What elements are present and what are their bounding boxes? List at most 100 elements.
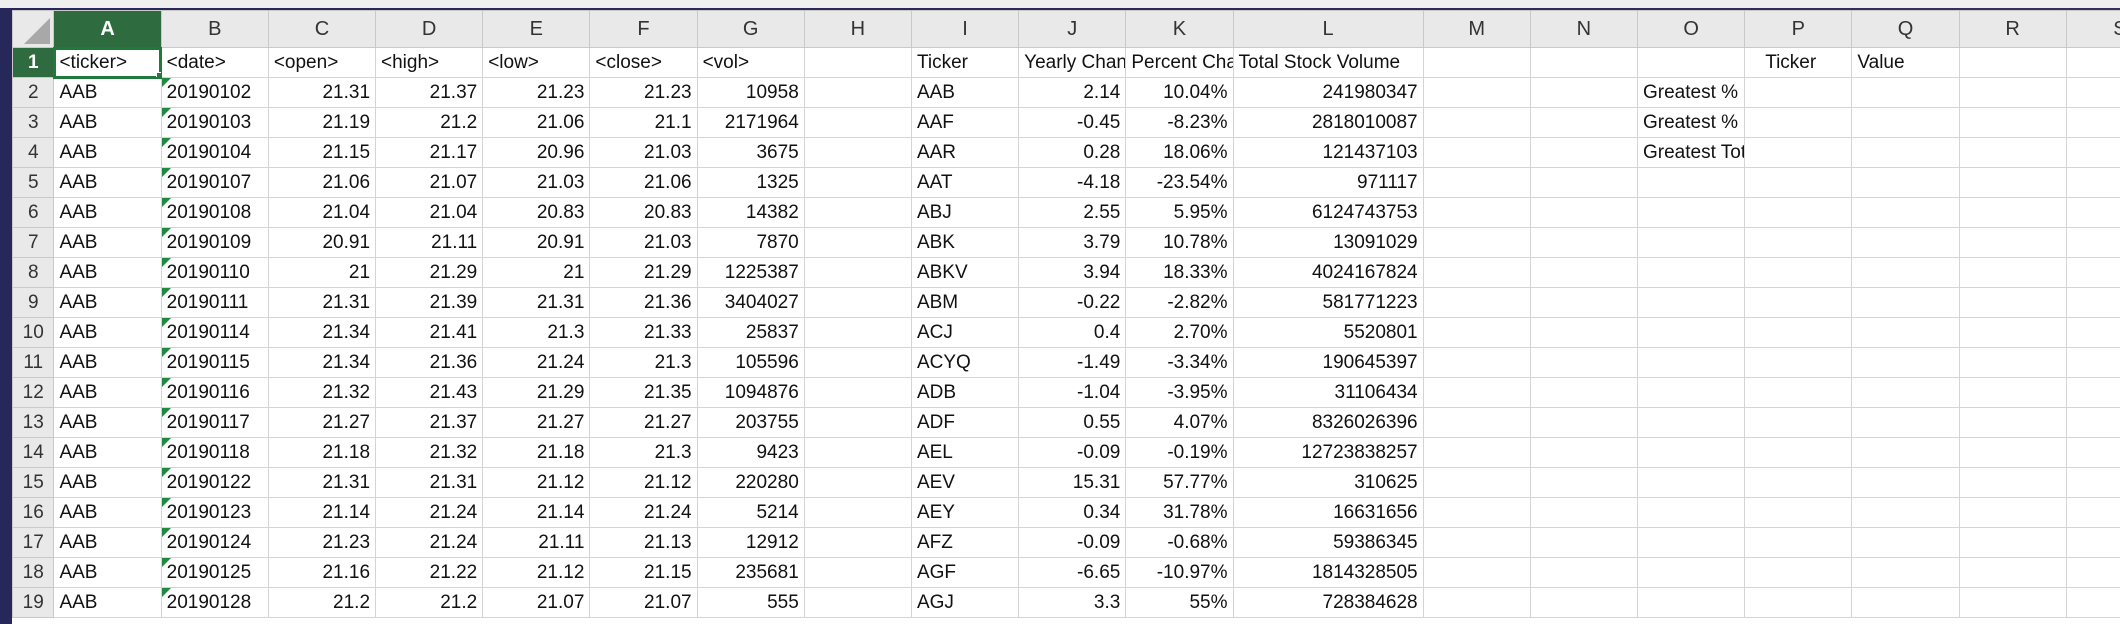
- fill-handle[interactable]: [155, 72, 161, 77]
- cell-r19[interactable]: [1958, 587, 2067, 618]
- cell-s17[interactable]: [2065, 527, 2120, 558]
- column-header-g[interactable]: G: [696, 10, 805, 48]
- column-header-e[interactable]: E: [482, 10, 591, 48]
- cell-c3[interactable]: 21.19: [267, 107, 377, 138]
- cell-n9[interactable]: [1529, 287, 1639, 318]
- cell-d7[interactable]: 21.11: [375, 227, 484, 258]
- cell-b12[interactable]: 20190116: [160, 377, 269, 408]
- cell-i4[interactable]: AAR: [910, 137, 1020, 168]
- cell-b9[interactable]: 20190111: [160, 287, 269, 318]
- column-header-n[interactable]: N: [1529, 10, 1639, 48]
- cell-m8[interactable]: [1422, 257, 1531, 288]
- cell-f9[interactable]: 21.36: [589, 287, 698, 318]
- cell-k11[interactable]: -3.34%: [1125, 347, 1234, 378]
- cell-f10[interactable]: 21.33: [589, 317, 698, 348]
- cell-h3[interactable]: [803, 107, 912, 138]
- cell-l18[interactable]: 1814328505: [1232, 557, 1424, 588]
- cell-j14[interactable]: -0.09: [1018, 437, 1127, 468]
- cell-j15[interactable]: 15.31: [1018, 467, 1127, 498]
- cell-n13[interactable]: [1529, 407, 1639, 438]
- cell-m16[interactable]: [1422, 497, 1531, 528]
- cell-l16[interactable]: 16631656: [1232, 497, 1424, 528]
- cell-r4[interactable]: [1958, 137, 2067, 168]
- cell-g12[interactable]: 1094876: [696, 377, 805, 408]
- cell-l7[interactable]: 13091029: [1232, 227, 1424, 258]
- cell-c10[interactable]: 21.34: [267, 317, 377, 348]
- cell-c2[interactable]: 21.31: [267, 77, 377, 108]
- cell-i12[interactable]: ADB: [910, 377, 1020, 408]
- cell-e2[interactable]: 21.23: [482, 77, 591, 108]
- cell-h5[interactable]: [803, 167, 912, 198]
- cell-f13[interactable]: 21.27: [589, 407, 698, 438]
- row-header-1[interactable]: 1: [12, 47, 55, 78]
- column-header-q[interactable]: Q: [1851, 10, 1960, 48]
- row-header-13[interactable]: 13: [12, 407, 55, 438]
- cell-a5[interactable]: AAB: [53, 167, 162, 198]
- cell-l10[interactable]: 5520801: [1232, 317, 1424, 348]
- cell-d3[interactable]: 21.2: [375, 107, 484, 138]
- column-header-h[interactable]: H: [803, 10, 912, 48]
- cell-g1[interactable]: <vol>: [696, 47, 805, 78]
- cell-f6[interactable]: 20.83: [589, 197, 698, 228]
- cell-n2[interactable]: [1529, 77, 1639, 108]
- cell-p8[interactable]: [1744, 257, 1853, 288]
- cell-p17[interactable]: [1744, 527, 1853, 558]
- cell-s1[interactable]: [2065, 47, 2120, 78]
- cell-q10[interactable]: [1851, 317, 1960, 348]
- cell-m1[interactable]: [1422, 47, 1531, 78]
- cell-s9[interactable]: [2065, 287, 2120, 318]
- cell-o7[interactable]: [1636, 227, 1746, 258]
- cell-m10[interactable]: [1422, 317, 1531, 348]
- cell-h7[interactable]: [803, 227, 912, 258]
- cell-m12[interactable]: [1422, 377, 1531, 408]
- cell-b8[interactable]: 20190110: [160, 257, 269, 288]
- cell-m6[interactable]: [1422, 197, 1531, 228]
- cell-m9[interactable]: [1422, 287, 1531, 318]
- cell-j13[interactable]: 0.55: [1018, 407, 1127, 438]
- cell-m17[interactable]: [1422, 527, 1531, 558]
- cell-p16[interactable]: [1744, 497, 1853, 528]
- cell-g15[interactable]: 220280: [696, 467, 805, 498]
- row-header-6[interactable]: 6: [12, 197, 55, 228]
- cell-f8[interactable]: 21.29: [589, 257, 698, 288]
- cell-g6[interactable]: 14382: [696, 197, 805, 228]
- cell-q11[interactable]: [1851, 347, 1960, 378]
- cell-m13[interactable]: [1422, 407, 1531, 438]
- cell-o9[interactable]: [1636, 287, 1746, 318]
- row-header-4[interactable]: 4: [12, 137, 55, 168]
- cell-e16[interactable]: 21.14: [482, 497, 591, 528]
- cell-l8[interactable]: 4024167824: [1232, 257, 1424, 288]
- row-header-16[interactable]: 16: [12, 497, 55, 528]
- cell-i9[interactable]: ABM: [910, 287, 1020, 318]
- cell-o2[interactable]: Greatest % Increase: [1636, 77, 1746, 108]
- cell-e11[interactable]: 21.24: [482, 347, 591, 378]
- cell-g14[interactable]: 9423: [696, 437, 805, 468]
- cell-g5[interactable]: 1325: [696, 167, 805, 198]
- cell-k9[interactable]: -2.82%: [1125, 287, 1234, 318]
- cell-k5[interactable]: -23.54%: [1125, 167, 1234, 198]
- cell-k14[interactable]: -0.19%: [1125, 437, 1234, 468]
- cell-o1[interactable]: [1636, 47, 1746, 78]
- cell-r15[interactable]: [1958, 467, 2067, 498]
- cell-f18[interactable]: 21.15: [589, 557, 698, 588]
- cell-q18[interactable]: [1851, 557, 1960, 588]
- cell-p4[interactable]: [1744, 137, 1853, 168]
- cell-a2[interactable]: AAB: [53, 77, 162, 108]
- cell-k15[interactable]: 57.77%: [1125, 467, 1234, 498]
- cell-b6[interactable]: 20190108: [160, 197, 269, 228]
- cell-e14[interactable]: 21.18: [482, 437, 591, 468]
- cell-n11[interactable]: [1529, 347, 1639, 378]
- cell-i5[interactable]: AAT: [910, 167, 1020, 198]
- cell-l14[interactable]: 12723838257: [1232, 437, 1424, 468]
- cell-p6[interactable]: [1744, 197, 1853, 228]
- cell-p18[interactable]: [1744, 557, 1853, 588]
- cell-i18[interactable]: AGF: [910, 557, 1020, 588]
- cell-o14[interactable]: [1636, 437, 1746, 468]
- cell-j7[interactable]: 3.79: [1018, 227, 1127, 258]
- cell-d18[interactable]: 21.22: [375, 557, 484, 588]
- cell-o4[interactable]: Greatest Total Volume: [1636, 137, 1746, 168]
- cell-n12[interactable]: [1529, 377, 1639, 408]
- cell-c11[interactable]: 21.34: [267, 347, 377, 378]
- cell-s2[interactable]: [2065, 77, 2120, 108]
- cell-a3[interactable]: AAB: [53, 107, 162, 138]
